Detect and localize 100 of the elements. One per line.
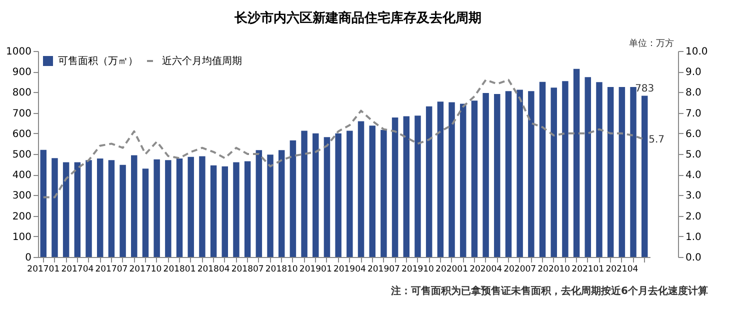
y-tick-label: 500 (12, 150, 32, 160)
bar (256, 150, 262, 257)
y2-tick-label: 8.0 (686, 88, 702, 99)
y2-tick-label: 4.0 (686, 170, 702, 182)
bar (324, 137, 330, 257)
bar (210, 165, 217, 257)
y2-tick-label: 5.0 (686, 150, 702, 160)
x-tick-label: 202101 (572, 264, 604, 274)
y-tick-label: 900 (12, 67, 32, 78)
x-tick-label: 201904 (333, 264, 366, 274)
bar (176, 158, 183, 257)
y-tick-label: 0 (25, 252, 32, 264)
y2-tick-label: 10.0 (686, 46, 708, 58)
x-tick-label: 201707 (95, 264, 128, 274)
bar (460, 104, 466, 257)
bar (74, 162, 81, 257)
x-tick-label: 201907 (367, 264, 400, 274)
text: 注：可售面积为已拿预售证未售面积，去化周期按近6个月去化速度计算 (390, 285, 708, 297)
bar (392, 118, 398, 257)
bar (346, 130, 353, 257)
x-tick-label: 201801 (163, 264, 196, 274)
bar (278, 150, 285, 257)
x-tick-label: 202007 (504, 264, 536, 274)
bar (188, 156, 194, 257)
bar (516, 90, 523, 257)
y2-tick-label: 6.0 (686, 128, 702, 140)
bar (448, 102, 455, 257)
bar (199, 156, 206, 257)
bar (562, 81, 568, 257)
bar (52, 158, 58, 257)
bar (62, 162, 70, 257)
text: 单位：万方 (629, 38, 674, 49)
bar (40, 150, 47, 257)
x-tick-label: 201710 (129, 264, 162, 274)
bar (380, 130, 387, 257)
bar (222, 166, 228, 257)
bar (607, 87, 614, 257)
y-tick-label: 800 (12, 88, 32, 99)
bar (630, 87, 636, 257)
bar (482, 93, 489, 257)
chart-title: 长沙市内六区新建商品住宅库存及去化周期 (234, 10, 482, 26)
bar (539, 82, 546, 257)
bar (618, 87, 626, 257)
y-tick-label: 100 (12, 232, 32, 243)
y-tick-label: 200 (12, 211, 32, 222)
x-tick-label: 201810 (265, 264, 298, 274)
bar (165, 160, 172, 257)
y-tick-label: 300 (12, 190, 32, 202)
x-tick-label: 202104 (606, 264, 638, 274)
legend-label: 可售面积（万㎡） (58, 55, 138, 67)
bar (120, 164, 126, 257)
y2-tick-label: 0.0 (686, 252, 702, 264)
bar (437, 102, 444, 257)
bar (471, 100, 478, 257)
bar (641, 96, 648, 257)
bar (403, 116, 410, 257)
y2-tick-label: 2.0 (686, 211, 702, 222)
bar (233, 162, 240, 257)
bar (267, 154, 274, 257)
bar (584, 77, 592, 257)
x-tick-label: 201804 (197, 264, 230, 274)
y2-tick-label: 9.0 (686, 67, 702, 78)
bar (358, 121, 364, 257)
bar (335, 133, 342, 257)
x-tick-label: 201704 (61, 264, 94, 274)
data-label: 5.7 (648, 134, 665, 146)
bar (290, 140, 296, 257)
bar (573, 68, 580, 257)
x-tick-label: 202010 (538, 264, 570, 274)
bar (312, 133, 319, 257)
bar (108, 160, 115, 257)
bar (596, 82, 602, 257)
x-tick-label: 201910 (402, 264, 434, 274)
x-tick-label: 202001 (436, 264, 468, 274)
bar (154, 159, 160, 257)
x-tick-label: 201807 (231, 264, 264, 274)
bar (131, 155, 138, 257)
bar (414, 116, 421, 257)
x-tick-label: 201901 (299, 264, 332, 274)
y-tick-label: 400 (12, 170, 32, 182)
bar (244, 161, 251, 257)
bar (301, 130, 308, 257)
bar (96, 158, 104, 257)
bar (505, 91, 512, 257)
y-tick-label: 1000 (6, 46, 32, 58)
bar (86, 160, 92, 257)
y-tick-label: 600 (12, 128, 32, 140)
legend-label: 近六个月均值周期 (162, 55, 242, 67)
bar (369, 126, 376, 257)
x-tick-label: 201701 (27, 264, 60, 274)
y2-tick-label: 1.0 (686, 232, 702, 243)
y2-tick-label: 3.0 (686, 190, 702, 202)
bar (550, 88, 557, 257)
bar (494, 94, 500, 257)
y2-tick-label: 7.0 (686, 108, 702, 120)
bar (142, 168, 149, 257)
y-tick-label: 700 (12, 108, 32, 120)
bar (426, 106, 432, 257)
x-tick-label: 202004 (470, 264, 502, 274)
bar (528, 91, 534, 257)
